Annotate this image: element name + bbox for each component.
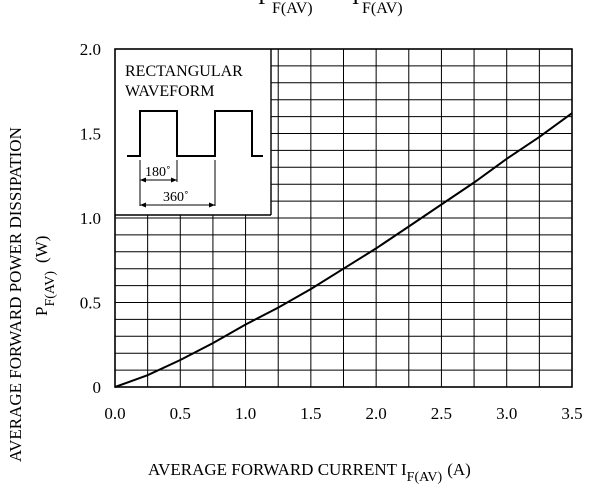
series-layer	[114, 112, 573, 388]
x-tick-label: 0.0	[104, 404, 125, 423]
title-sub2: F(AV)	[362, 0, 403, 17]
y-axis-label-sub: F(AV)	[43, 271, 58, 307]
title-sub: F(AV)	[272, 0, 313, 17]
y-tick-label: 0	[93, 378, 102, 397]
x-tick-labels: 0.0 0.5 1.0 1.5 2.0 2.5 3.0 3.5	[104, 404, 582, 423]
x-axis-label-main: AVERAGE FORWARD CURRENT I	[148, 460, 407, 479]
arrow-360-left	[140, 202, 146, 208]
rectangular-waveform	[127, 110, 263, 157]
y-tick-label: 1.5	[80, 125, 101, 144]
arrow-180-right	[171, 177, 177, 183]
plot-frame	[114, 48, 573, 388]
x-tick-label: 1.0	[235, 404, 256, 423]
y-axis-label-main: P	[32, 307, 51, 316]
x-axis-label: AVERAGE FORWARD CURRENT IF(AV) (A)	[148, 460, 471, 485]
series-line	[114, 112, 573, 388]
x-tick-label: 1.5	[300, 404, 321, 423]
inset-title-line2: WAVEFORM	[125, 83, 215, 100]
dim-label-360: 360˚	[163, 190, 189, 205]
x-tick-label: 2.0	[366, 404, 387, 423]
x-tick-label: 3.5	[561, 404, 582, 423]
chart-title: P F(AV) − I F(AV)	[258, 0, 403, 17]
inset-title-line1: RECTANGULAR	[125, 63, 243, 80]
arrow-180-left	[140, 177, 146, 183]
y-tick-labels: 0 0.5 1.0 1.5 2.0	[80, 40, 101, 397]
y-axis-label-unit: (W)	[32, 236, 51, 263]
y-axis-label-line1: AVERAGE FORWARD POWER DISSIPATION	[6, 127, 25, 462]
x-tick-label: 0.5	[170, 404, 191, 423]
arrow-360-right	[209, 202, 215, 208]
x-tick-label: 2.5	[431, 404, 452, 423]
y-tick-label: 0.5	[80, 294, 101, 313]
x-axis-label-unit: (A)	[447, 460, 471, 479]
dim-label-180: 180˚	[145, 165, 171, 180]
y-axis-label-line2: PF(AV) (W)	[32, 236, 58, 316]
y-tick-label: 1.0	[80, 209, 101, 228]
inset-waveform: RECTANGULAR WAVEFORM 180˚ 360˚	[115, 49, 272, 216]
x-tick-label: 3.0	[496, 404, 517, 423]
title-main2: I	[352, 0, 359, 9]
title-sep: −	[332, 0, 344, 9]
title-main: P	[258, 0, 270, 9]
y-tick-label: 2.0	[80, 40, 101, 59]
grid	[115, 49, 572, 387]
x-axis-label-sub: F(AV)	[407, 470, 443, 485]
